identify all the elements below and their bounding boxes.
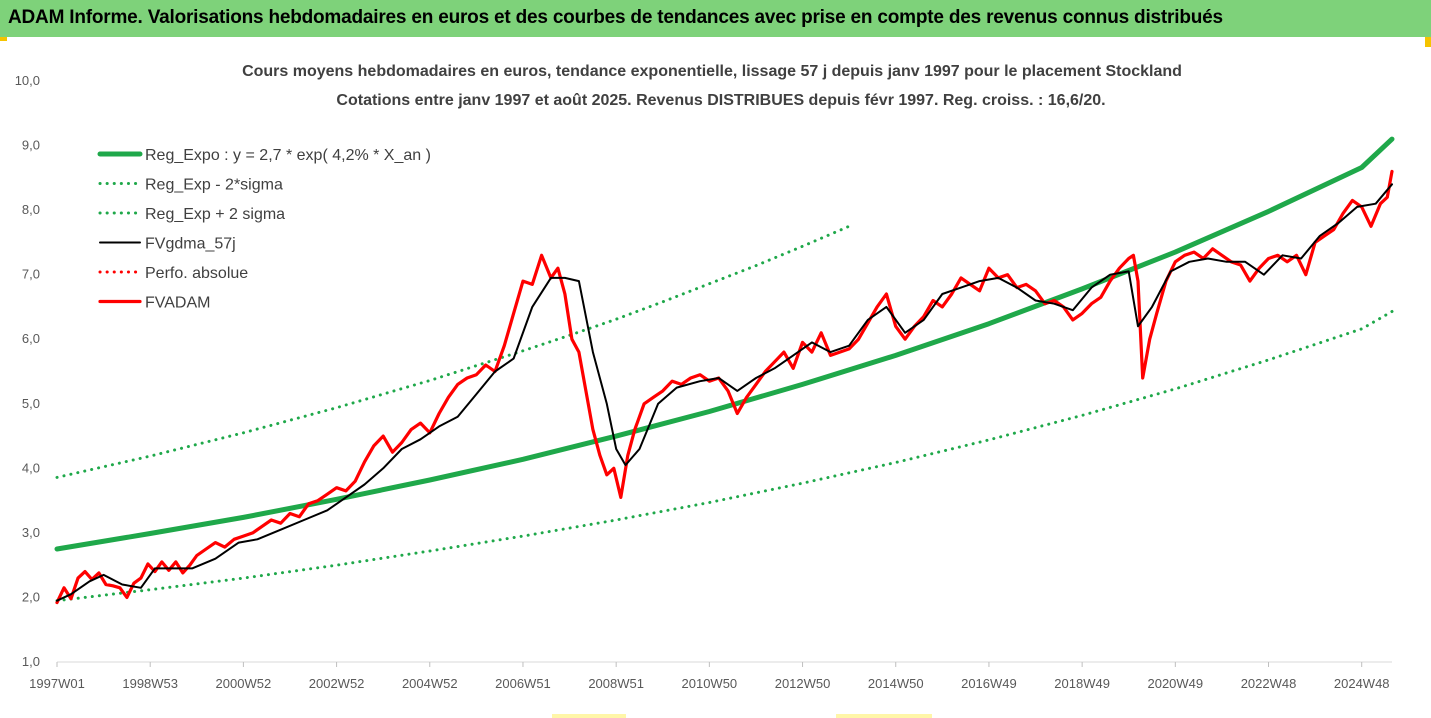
report-banner: ADAM Informe. Valorisations hebdomadaire…	[0, 0, 1431, 37]
y-axis: 1,0 2,0 3,0 4,0 5,0 6,0 7,0 8,0 9,0 10,0	[15, 73, 40, 669]
x-axis: 1997W01 1998W53 2000W52 2002W52 2004W52 2006W…	[29, 661, 1392, 691]
series-line-5	[55, 169, 1394, 605]
report-title: ADAM Informe. Valorisations hebdomadaire…	[8, 7, 1223, 28]
series-layer	[54, 136, 1395, 605]
legend-label-3: FVgdma_57j	[145, 236, 236, 253]
bottom-strip-left	[552, 714, 626, 718]
y-tick-label: 8,0	[22, 202, 40, 217]
bottom-strip-right	[836, 714, 932, 718]
legend-label-4: Perfo. absolue	[145, 265, 248, 282]
chart-subtitle: Cotations entre janv 1997 et août 2025. …	[336, 92, 1105, 109]
corner-marker-right	[1425, 37, 1431, 47]
y-tick-label: 5,0	[22, 396, 40, 411]
y-tick-label: 3,0	[22, 525, 40, 540]
x-tick-label: 2010W50	[682, 676, 738, 691]
x-tick-label: 1998W53	[122, 676, 178, 691]
series-line-2	[55, 224, 851, 479]
line-chart: 1,02,03,04,05,06,07,08,09,010,0 1997W01 1…	[15, 63, 1395, 691]
series-line-3	[56, 183, 1393, 602]
x-tick-label: 2016W49	[961, 676, 1017, 691]
y-tick-label: 10,0	[15, 73, 40, 88]
x-tick-label: 2012W50	[775, 676, 831, 691]
x-tick-label: 2006W51	[495, 676, 551, 691]
x-tick-label: 2020W49	[1147, 676, 1203, 691]
x-tick-label: 2018W49	[1054, 676, 1110, 691]
x-tick-label: 2022W48	[1241, 676, 1297, 691]
y-tick-label: 6,0	[22, 331, 40, 346]
legend: Reg_Expo : y = 2,7 * exp( 4,2% * X_an ) R…	[97, 147, 431, 312]
legend-label-5: FVADAM	[145, 295, 210, 312]
x-tick-label: 2000W52	[216, 676, 272, 691]
legend-label-1: Reg_Exp - 2*sigma	[145, 177, 283, 194]
x-tick-label: 1997W01	[29, 676, 85, 691]
x-tick-label: 2008W51	[588, 676, 644, 691]
legend-label-0: Reg_Expo : y = 2,7 * exp( 4,2% * X_an )	[145, 147, 431, 164]
y-tick-label: 7,0	[22, 267, 40, 282]
x-tick-label: 2002W52	[309, 676, 365, 691]
series-line-0	[54, 136, 1395, 552]
x-tick-label: 2024W48	[1334, 676, 1390, 691]
y-tick-label: 4,0	[22, 460, 40, 475]
corner-marker-left	[0, 37, 7, 41]
y-tick-label: 9,0	[22, 138, 40, 153]
x-tick-label: 2014W50	[868, 676, 924, 691]
chart-title: Cours moyens hebdomadaires en euros, ten…	[242, 63, 1182, 80]
legend-label-2: Reg_Exp + 2 sigma	[145, 206, 285, 223]
series-line-1	[55, 310, 1394, 603]
y-tick-label: 2,0	[22, 589, 40, 604]
y-tick-label: 1,0	[22, 654, 40, 669]
x-tick-label: 2004W52	[402, 676, 458, 691]
